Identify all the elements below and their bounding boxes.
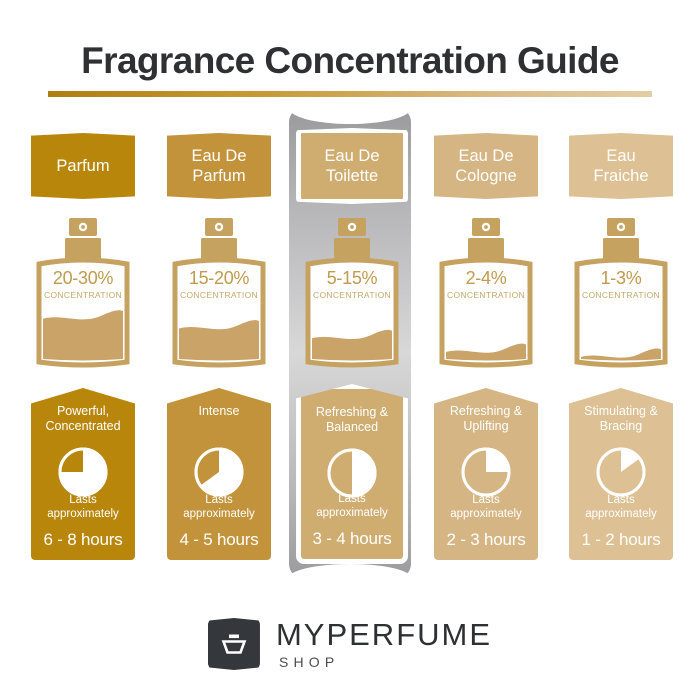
fragrance-name-line1: Eau xyxy=(606,147,636,165)
lasts-label-line1: Lasts xyxy=(338,493,366,505)
duration-value: 1 - 2 hours xyxy=(581,530,661,549)
fragrance-name-badge[interactable]: Eau De Cologne xyxy=(434,133,538,199)
fragrance-name-line1: Eau De xyxy=(191,147,247,165)
fragrance-column-3: Eau De Cologne 2-4% CONCENTRATION Refreshing… xyxy=(417,0,551,700)
fragrance-name-line2: Toilette xyxy=(325,167,379,185)
fragrance-name-badge[interactable]: Parfum xyxy=(31,133,135,199)
lasts-label: Lasts approximately xyxy=(434,493,538,521)
longevity-pie-chart xyxy=(326,447,378,499)
lasts-label-line1: Lasts xyxy=(69,494,97,506)
fragrance-name-line2: Parfum xyxy=(192,167,246,185)
fragrance-name-line1: Eau De xyxy=(324,147,380,165)
duration-card[interactable]: Refreshing & Uplifting Lasts approximately 2… xyxy=(434,388,538,560)
lasts-label-line1: Lasts xyxy=(205,494,233,506)
scent-description-line2: Bracing xyxy=(599,419,643,433)
longevity-pie-chart xyxy=(595,446,647,498)
lasts-label: Lasts approximately xyxy=(167,493,271,521)
duration-card[interactable]: Refreshing & Balanced Lasts approximately 3 … xyxy=(296,384,408,564)
brand-name: MYPERFUME xyxy=(275,617,493,652)
lasts-label-line1: Lasts xyxy=(472,494,500,506)
fragrance-name-label: Parfum xyxy=(56,157,110,175)
fragrance-column-4: Eau Fraiche 1-3% CONCENTRATION Stimulating &… xyxy=(552,0,686,700)
fragrance-name-line2: Cologne xyxy=(455,167,517,185)
lasts-label-line2: approximately xyxy=(450,508,522,520)
brand-text: MYPERFUME SHOP xyxy=(276,619,492,669)
scent-description: Powerful, Concentrated xyxy=(31,404,135,434)
scent-description: Refreshing & Uplifting xyxy=(434,404,538,434)
fragrance-name-line1: Eau De xyxy=(458,147,514,165)
fragrance-column-0: Parfum 20-30% CONCENTRATION Powerful, Concen… xyxy=(14,0,148,700)
fragrance-name-label: Eau De Toilette xyxy=(324,146,379,186)
duration-card[interactable]: Stimulating & Bracing Lasts approximately 1 … xyxy=(569,388,673,560)
duration-value: 4 - 5 hours xyxy=(179,530,259,549)
scent-description: Stimulating & Bracing xyxy=(569,404,673,434)
fragrance-column-1: Eau De Parfum 15-20% CONCENTRATION Intense La… xyxy=(150,0,284,700)
lasts-label: Lasts approximately xyxy=(569,493,673,521)
lasts-label-line2: approximately xyxy=(47,508,119,520)
page-title: Fragrance Concentration Guide xyxy=(81,40,619,81)
fragrance-name-label: Eau Fraiche xyxy=(593,146,648,186)
longevity-pie-chart xyxy=(460,446,512,498)
footer-branding: MYPERFUME SHOP xyxy=(0,618,700,670)
title-underline-rule xyxy=(48,91,652,97)
lasts-label-line1: Lasts xyxy=(607,494,635,506)
lasts-label-line2: approximately xyxy=(585,508,657,520)
fragrance-name-label: Eau De Cologne xyxy=(455,146,516,186)
scent-description-line2: Uplifting xyxy=(463,419,509,433)
lasts-label-line2: approximately xyxy=(316,507,388,519)
duration-value: 6 - 8 hours xyxy=(43,530,123,549)
duration-card[interactable]: Intense Lasts approximately 4 - 5 hours xyxy=(167,388,271,560)
scent-description-line1: Powerful, xyxy=(56,404,110,418)
scent-description: Intense xyxy=(167,404,271,419)
scent-description-line1: Stimulating & xyxy=(584,404,658,418)
longevity-pie-chart xyxy=(193,446,245,498)
scent-description-line2: Concentrated xyxy=(45,419,121,433)
fragrance-name-badge[interactable]: Eau De Parfum xyxy=(167,133,271,199)
perfume-bottle-icon xyxy=(207,618,260,670)
scent-description-line1: Refreshing & xyxy=(315,405,389,419)
scent-description-line2: Balanced xyxy=(325,420,379,434)
duration-card[interactable]: Powerful, Concentrated Lasts approximately 6… xyxy=(31,388,135,560)
scent-description: Refreshing & Balanced xyxy=(301,405,403,435)
scent-description-line1: Intense xyxy=(198,404,240,418)
perfume-bottle-graphic: 1-3% CONCENTRATION xyxy=(569,212,673,368)
duration-value: 2 - 3 hours xyxy=(446,530,526,549)
longevity-pie-chart xyxy=(57,446,109,498)
brand-subtitle: SHOP xyxy=(278,654,340,670)
perfume-bottle-graphic: 20-30% CONCENTRATION xyxy=(31,212,135,368)
fragrance-column-2: Eau De Toilette 5-15% CONCENTRATION Refreshi… xyxy=(283,0,417,700)
scent-description-line1: Refreshing & xyxy=(449,404,523,418)
fragrance-name-badge[interactable]: Eau Fraiche xyxy=(569,133,673,199)
perfume-bottle-graphic: 5-15% CONCENTRATION xyxy=(300,212,404,368)
lasts-label: Lasts approximately xyxy=(31,493,135,521)
lasts-label-line2: approximately xyxy=(183,508,255,520)
fragrance-name-line2: Fraiche xyxy=(593,167,649,185)
fragrance-name-badge[interactable]: Eau De Toilette xyxy=(296,128,408,204)
perfume-bottle-graphic: 2-4% CONCENTRATION xyxy=(434,212,538,368)
lasts-label: Lasts approximately xyxy=(301,492,403,520)
duration-value: 3 - 4 hours xyxy=(312,529,392,548)
fragrance-name-label: Eau De Parfum xyxy=(191,146,246,186)
perfume-bottle-graphic: 15-20% CONCENTRATION xyxy=(167,212,271,368)
